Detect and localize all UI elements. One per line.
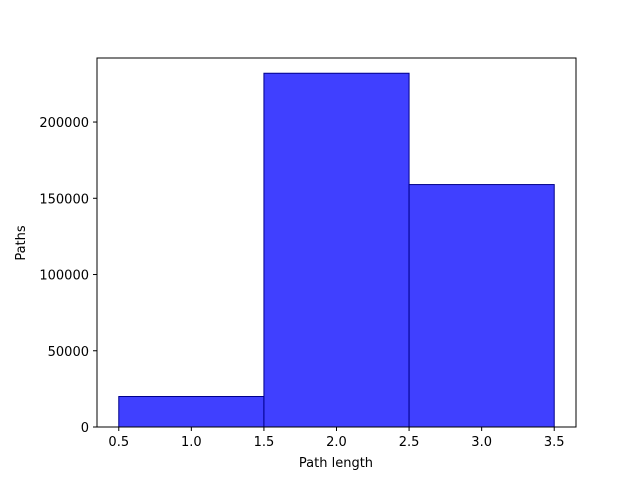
y-axis-label: Paths <box>14 225 29 261</box>
y-tick-label: 200000 <box>39 116 89 131</box>
bars-layer <box>118 72 555 428</box>
histogram-bar-3 <box>408 184 555 428</box>
histogram-bar-1 <box>118 396 265 428</box>
histogram-bar-2 <box>263 72 410 428</box>
x-tick-label: 3.5 <box>544 435 565 450</box>
x-tick-label: 2.5 <box>399 435 420 450</box>
x-tick-label: 3.0 <box>471 435 492 450</box>
y-tick-label: 100000 <box>39 269 89 284</box>
y-tick-label: 0 <box>81 421 89 436</box>
y-tick-label: 150000 <box>39 192 89 207</box>
x-tick-label: 0.5 <box>108 435 129 450</box>
x-axis-label: Path length <box>299 456 373 471</box>
x-tick-label: 2.0 <box>326 435 347 450</box>
x-axis-ticks: 0.5 1.0 1.5 2.0 2.5 3.0 3.5 <box>108 427 565 450</box>
y-tick-label: 50000 <box>48 345 89 360</box>
x-tick-label: 1.5 <box>254 435 275 450</box>
y-axis-ticks: 0 50000 100000 150000 200000 <box>39 116 97 436</box>
x-tick-label: 1.0 <box>181 435 202 450</box>
